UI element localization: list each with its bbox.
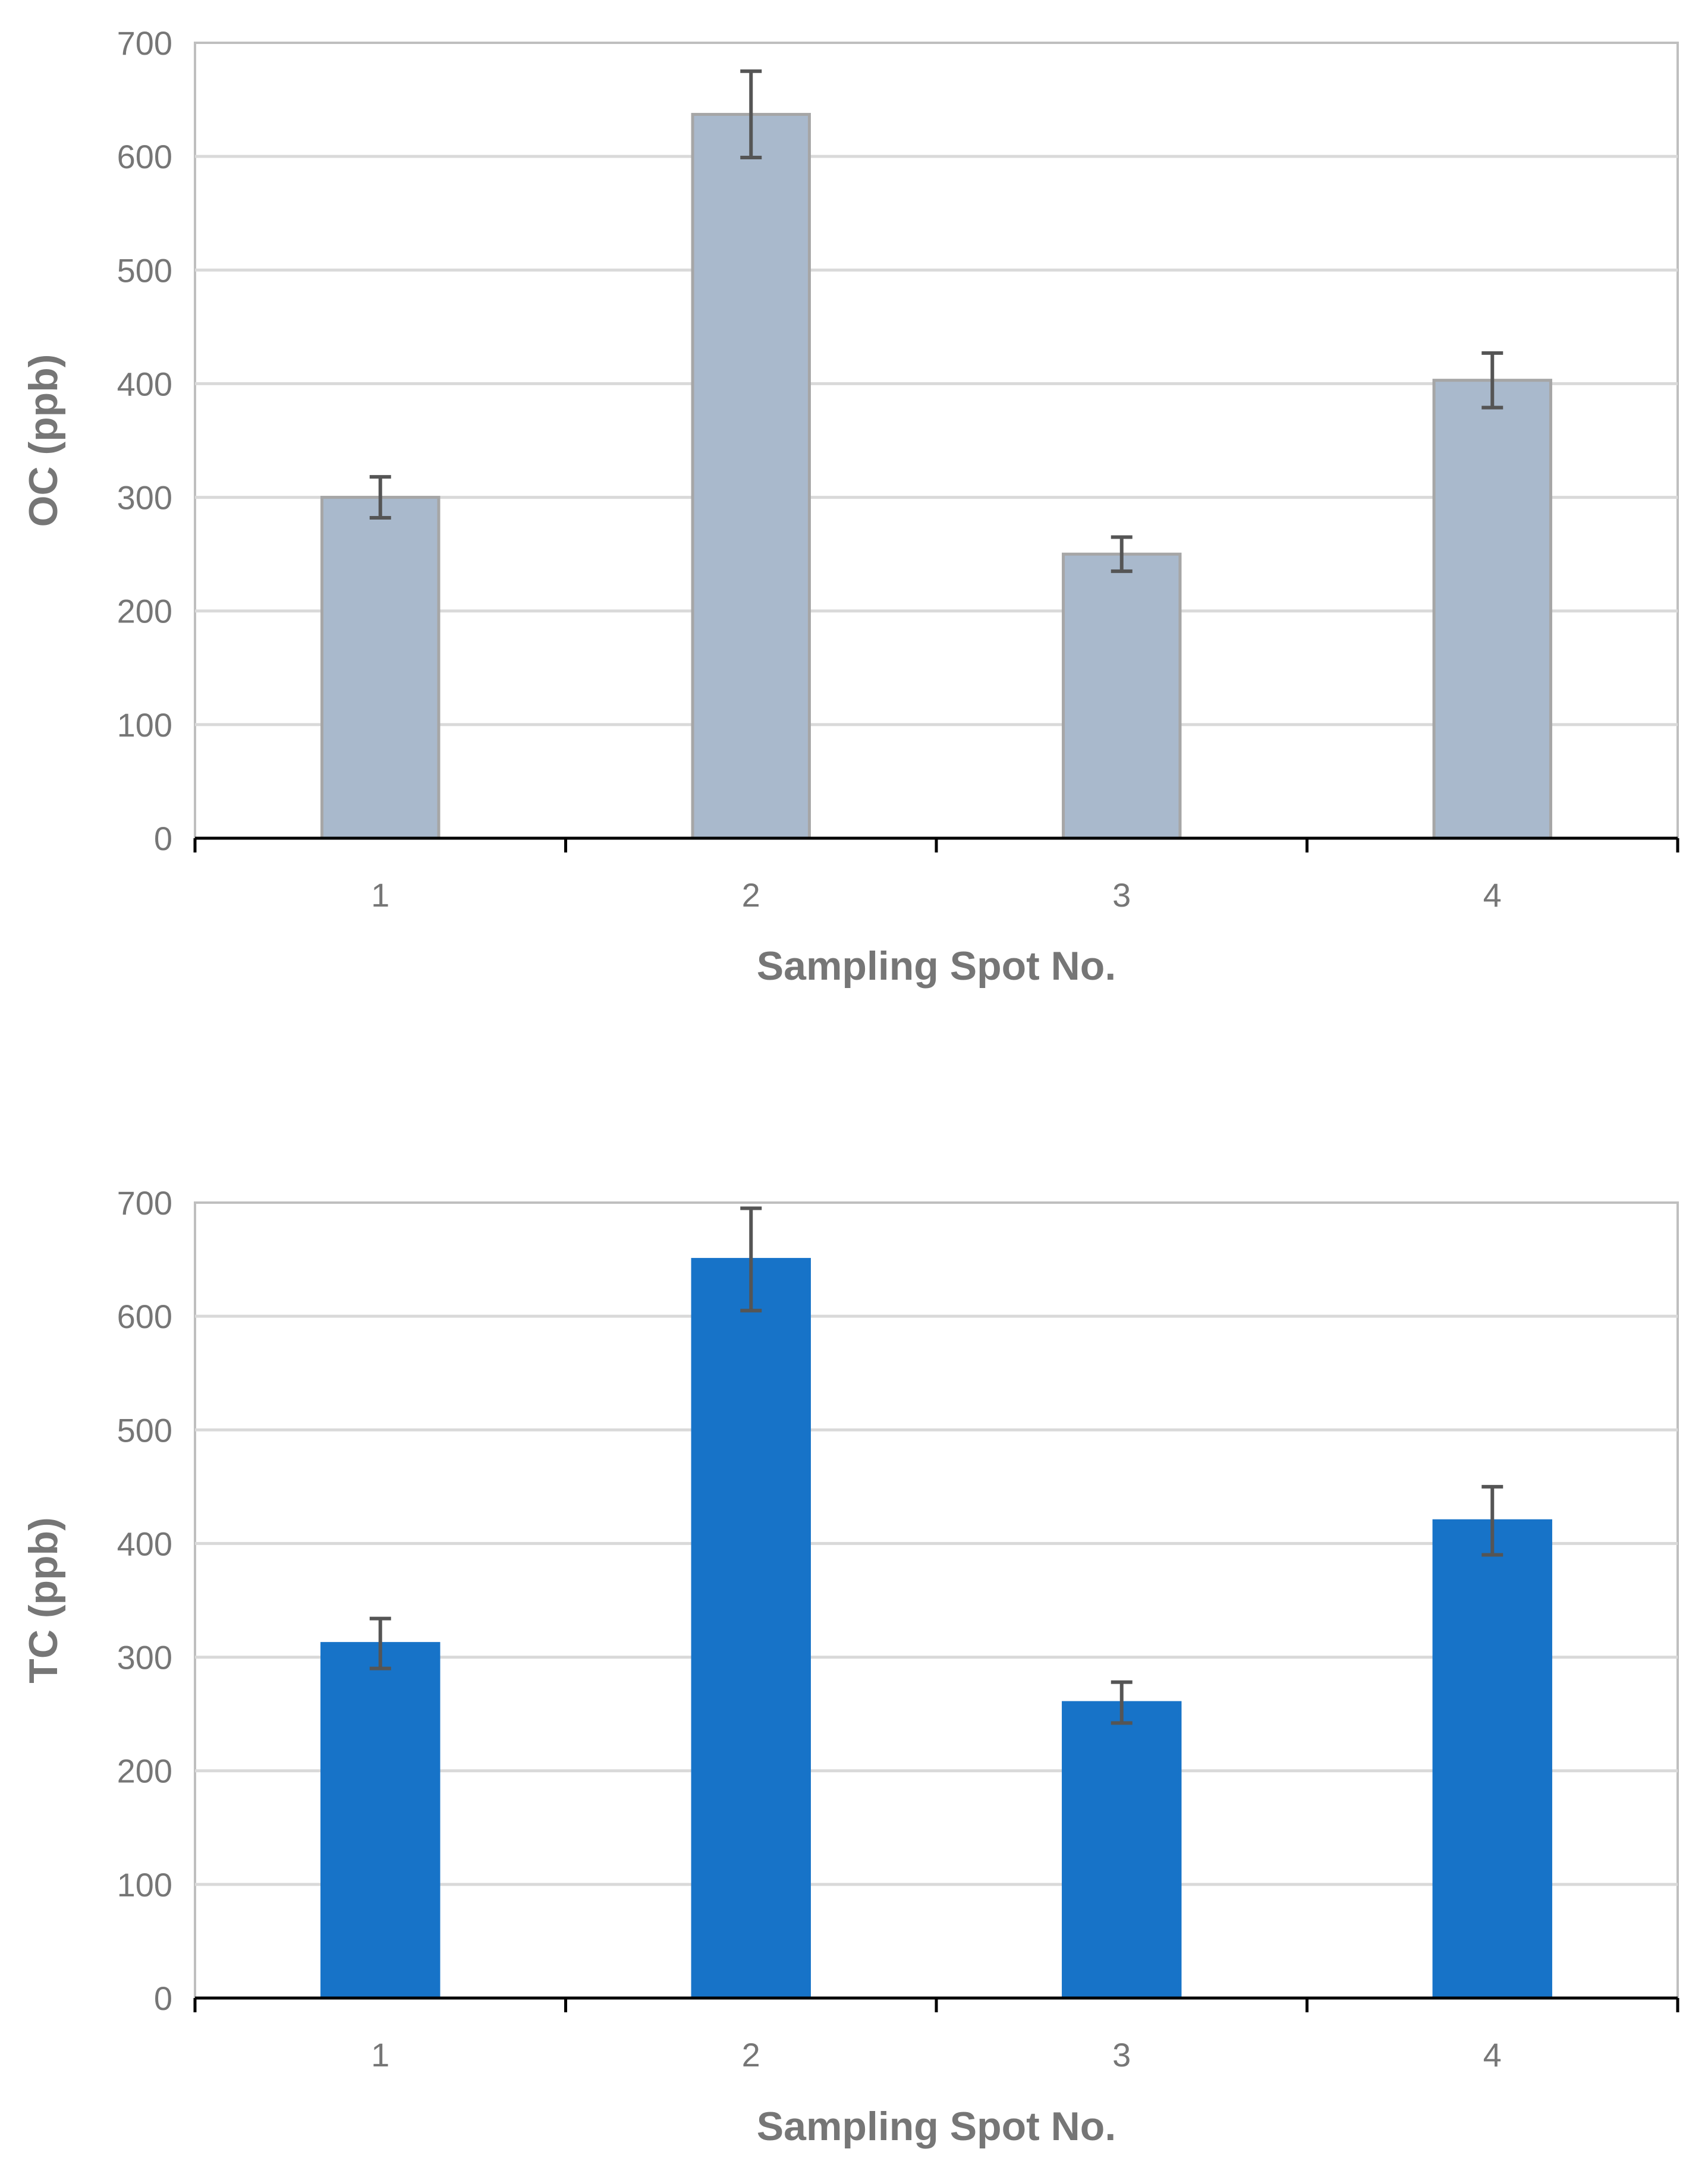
x-axis-title: Sampling Spot No.	[757, 2104, 1116, 2149]
y-tick-label: 300	[117, 1639, 172, 1676]
y-axis-title: OC (ppb)	[21, 354, 66, 527]
error-bar-3	[1111, 1680, 1133, 1725]
y-tick-label: 500	[117, 251, 172, 289]
y-tick-label: 700	[117, 24, 172, 62]
error-bar-2	[740, 69, 762, 160]
y-tick-label: 0	[154, 1980, 172, 2017]
bar-2	[691, 1258, 811, 2000]
gridlines	[195, 1314, 1678, 1886]
bar-3	[1062, 552, 1182, 840]
gridlines	[195, 155, 1678, 726]
y-tick-label: 300	[117, 479, 172, 517]
x-tick-label: 2	[742, 2036, 760, 2074]
y-tick-label: 0	[154, 820, 172, 857]
x-axis-title: Sampling Spot No.	[757, 943, 1116, 989]
x-tick-label: 3	[1112, 876, 1131, 914]
x-axis-ticks	[193, 838, 1679, 852]
error-bars	[369, 1206, 1503, 1725]
x-tick-label: 1	[371, 2036, 389, 2074]
error-bar-4	[1481, 351, 1503, 410]
bar-4	[1432, 1519, 1552, 2000]
y-tick-label: 100	[117, 706, 172, 744]
error-bar-4	[1481, 1484, 1503, 1557]
y-tick-labels: 0 100 200 300 400 500 600 700	[117, 24, 172, 857]
error-bar-1	[369, 1616, 391, 1670]
x-tick-label: 4	[1483, 876, 1502, 914]
x-tick-labels: 1 2 3 4	[371, 876, 1502, 914]
y-tick-label: 400	[117, 1525, 172, 1562]
bars	[320, 1258, 1552, 2000]
bar-1	[320, 1642, 441, 2000]
y-tick-label: 200	[117, 1753, 172, 1790]
y-tick-label: 600	[117, 138, 172, 175]
error-bar-2	[740, 1206, 762, 1313]
y-axis-title: TC (ppb)	[21, 1517, 66, 1683]
y-tick-label: 400	[117, 365, 172, 402]
bar-1	[320, 496, 441, 840]
error-bar-1	[369, 475, 391, 520]
x-tick-label: 3	[1112, 2036, 1131, 2074]
y-tick-label: 200	[117, 593, 172, 630]
x-tick-label: 4	[1483, 2036, 1502, 2074]
chart-tc: 0 100 200 300 400 500 600 700 1 2 3 4 Sampling Spo…	[21, 1184, 1679, 2149]
x-tick-label: 2	[742, 876, 760, 914]
y-tick-label: 600	[117, 1298, 172, 1335]
x-tick-label: 1	[371, 876, 389, 914]
bar-2	[691, 112, 811, 840]
x-tick-labels: 1 2 3 4	[371, 2036, 1502, 2074]
y-tick-label: 500	[117, 1411, 172, 1449]
bar-4	[1432, 379, 1552, 840]
x-axis-ticks	[193, 1998, 1679, 2012]
y-tick-label: 100	[117, 1866, 172, 1904]
bar-3	[1062, 1701, 1182, 2000]
error-bars	[369, 69, 1503, 573]
chart-oc: 0 100 200 300 400 500 600 700 1 2 3 4 Sampling Spo…	[21, 24, 1679, 989]
error-bar-3	[1111, 535, 1133, 573]
y-tick-label: 700	[117, 1184, 172, 1222]
y-tick-labels: 0 100 200 300 400 500 600 700	[117, 1184, 172, 2017]
bars	[320, 112, 1552, 840]
